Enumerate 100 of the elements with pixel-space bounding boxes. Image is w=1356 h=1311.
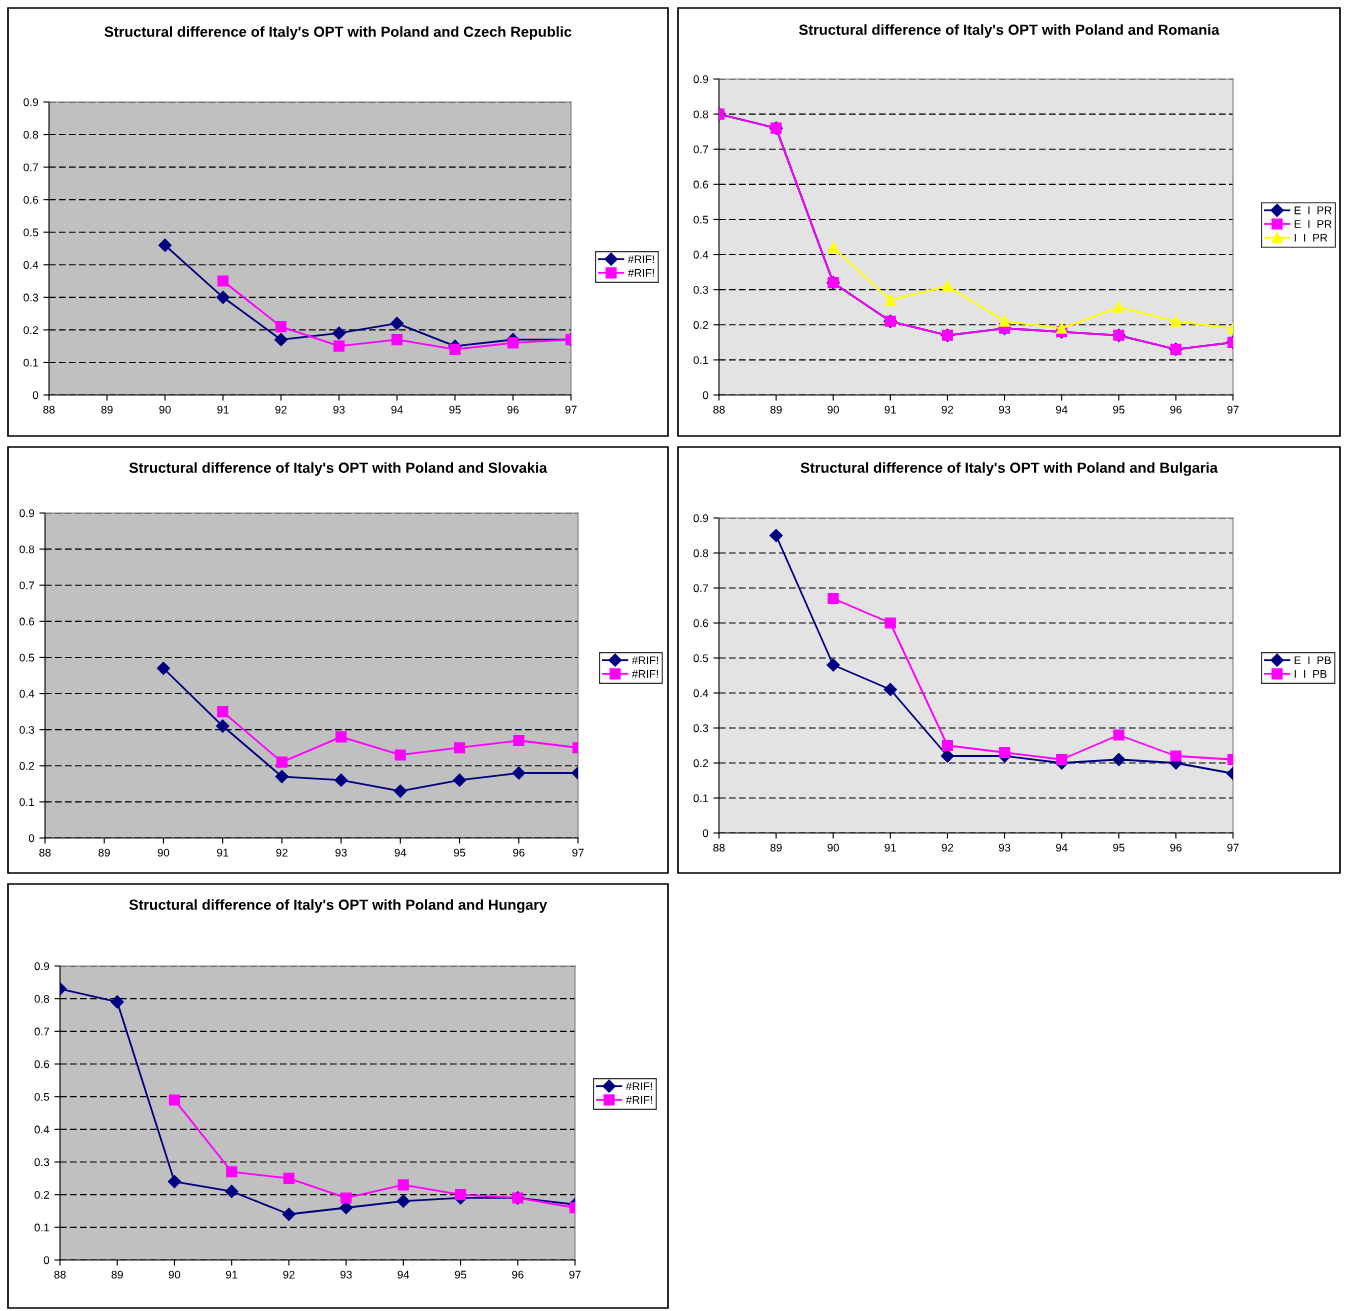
y-tick-label: 0.7 [19, 581, 35, 590]
y-tick-label: 0.3 [23, 293, 39, 302]
y-tick-label: 0 [43, 1256, 50, 1265]
x-tick-label: 90 [827, 405, 839, 414]
x-tick-label: 89 [101, 405, 113, 414]
y-tick-label: 0.6 [23, 195, 39, 204]
y-tick-label: 0.8 [34, 994, 50, 1003]
y-tick-label: 0 [702, 391, 709, 400]
y-tick-label: 0.6 [693, 180, 709, 189]
y-tick-label: 0.9 [23, 98, 39, 107]
chart-title: Structural difference of Italy's OPT with Poland and Bulgaria [800, 462, 1218, 476]
y-tick-label: 0.6 [693, 619, 709, 628]
y-tick-label: 0.8 [19, 545, 35, 554]
chart-title: Structural difference of Italy's OPT with Poland and Slovakia [129, 462, 548, 476]
legend-label: E I PR [1294, 220, 1332, 228]
x-tick-label: 88 [54, 1270, 66, 1279]
x-tick-label: 90 [827, 843, 839, 852]
x-tick-label: 94 [1056, 405, 1068, 414]
y-tick-label: 0.5 [693, 215, 709, 224]
x-tick-label: 88 [39, 848, 51, 857]
x-tick-label: 91 [884, 843, 896, 852]
x-tick-label: 92 [283, 1270, 295, 1279]
x-tick-label: 93 [333, 405, 345, 414]
x-tick-label: 97 [1227, 405, 1239, 414]
y-tick-label: 0.3 [693, 724, 709, 733]
x-tick-label: 90 [168, 1270, 181, 1279]
x-tick-label: 95 [449, 405, 461, 414]
y-tick-label: 0.1 [23, 358, 39, 367]
legend-label: #RIF! [631, 670, 658, 678]
legend-label: #RIF! [627, 269, 654, 277]
y-tick-label: 0.3 [693, 285, 709, 294]
y-tick-label: 0 [702, 829, 709, 838]
x-tick-label: 94 [1056, 843, 1068, 852]
y-tick-label: 0.2 [23, 326, 39, 335]
x-tick-label: 91 [226, 1270, 238, 1279]
x-tick-label: 95 [1113, 843, 1125, 852]
y-tick-label: 0.9 [34, 962, 50, 971]
y-tick-label: 0.1 [19, 798, 35, 807]
x-tick-label: 96 [512, 1270, 524, 1279]
legend-label: I I PB [1294, 670, 1327, 678]
x-tick-label: 92 [941, 405, 954, 414]
x-tick-label: 97 [565, 405, 577, 414]
y-tick-label: 0.4 [693, 689, 709, 698]
chart-title: Structural difference of Italy's OPT with Poland and Romania [799, 24, 1220, 38]
y-tick-label: 0.1 [693, 356, 709, 365]
chart-title: Structural difference of Italy's OPT with Poland and Hungary [129, 899, 548, 913]
y-tick-label: 0.2 [693, 759, 709, 768]
x-tick-label: 95 [1113, 405, 1125, 414]
y-tick-label: 0 [32, 391, 39, 400]
x-tick-label: 97 [569, 1270, 581, 1279]
x-tick-label: 93 [998, 405, 1011, 414]
y-tick-label: 0.8 [693, 110, 709, 119]
x-tick-label: 90 [157, 848, 170, 857]
y-tick-label: 0.4 [693, 250, 709, 259]
y-tick-label: 0.4 [23, 261, 39, 269]
y-tick-label: 0.3 [19, 725, 35, 734]
x-tick-label: 89 [111, 1270, 123, 1279]
y-tick-label: 0.4 [34, 1125, 50, 1134]
y-tick-label: 0.2 [19, 762, 35, 770]
x-tick-label: 93 [340, 1270, 352, 1279]
y-tick-label: 0.4 [19, 689, 35, 698]
y-tick-label: 0.9 [693, 75, 709, 84]
y-tick-label: 0.1 [693, 794, 709, 803]
x-tick-label: 91 [217, 405, 229, 414]
y-tick-label: 0.3 [34, 1158, 50, 1167]
legend-label: #RIF! [625, 1096, 652, 1104]
y-tick-label: 0.5 [19, 653, 35, 662]
y-tick-label: 0.9 [693, 514, 709, 523]
y-tick-label: 0.1 [34, 1223, 50, 1232]
y-tick-label: 0 [28, 834, 35, 843]
legend-label: #RIF! [627, 255, 654, 264]
x-tick-label: 89 [770, 843, 782, 852]
legend-label: #RIF! [625, 1082, 652, 1091]
x-tick-label: 89 [98, 848, 110, 857]
y-tick-label: 0.7 [693, 584, 709, 593]
x-tick-label: 97 [1227, 843, 1239, 852]
x-tick-label: 93 [998, 843, 1011, 852]
x-tick-label: 91 [217, 848, 229, 857]
x-tick-label: 88 [713, 843, 725, 852]
x-tick-label: 95 [453, 848, 466, 857]
y-tick-label: 0.9 [19, 509, 35, 518]
y-tick-label: 0.7 [693, 145, 709, 154]
y-tick-label: 0.6 [19, 617, 35, 626]
y-tick-label: 0.5 [23, 228, 39, 237]
x-tick-label: 92 [275, 405, 287, 414]
x-tick-label: 96 [1170, 843, 1182, 852]
legend-label: E I PB [1294, 656, 1331, 665]
y-tick-label: 0.7 [34, 1027, 50, 1036]
y-tick-label: 0.7 [23, 163, 39, 172]
x-tick-label: 95 [454, 1270, 467, 1279]
x-tick-label: 91 [884, 405, 896, 414]
y-tick-label: 0.8 [23, 130, 39, 139]
y-tick-label: 0.5 [34, 1092, 50, 1101]
x-tick-label: 90 [159, 405, 171, 414]
legend-label: #RIF! [631, 656, 658, 665]
x-tick-label: 89 [770, 405, 782, 414]
legend-label: I I PR [1294, 233, 1328, 242]
legend-label: E I PR [1294, 206, 1332, 215]
x-tick-label: 94 [397, 1270, 410, 1279]
x-tick-label: 94 [391, 405, 403, 414]
